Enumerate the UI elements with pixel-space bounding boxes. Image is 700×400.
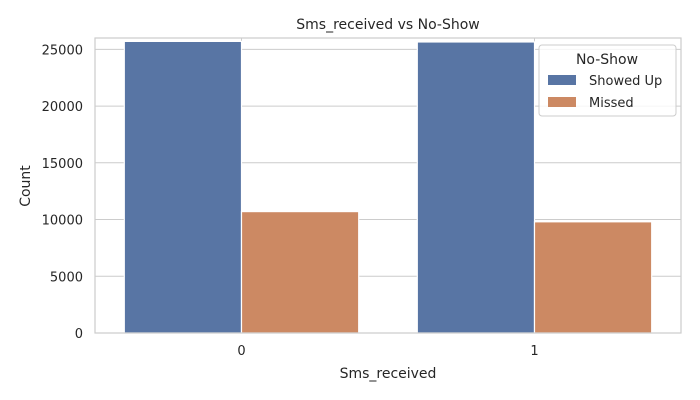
bar-missed-0 bbox=[240, 210, 360, 334]
y-tick-label: 20000 bbox=[42, 100, 83, 115]
bar-showed-up-0 bbox=[123, 40, 243, 334]
y-axis-label: Count bbox=[18, 165, 34, 207]
x-axis-label: Sms_received bbox=[340, 366, 437, 382]
bar-showed-up-1 bbox=[416, 41, 536, 334]
y-tick-label: 15000 bbox=[42, 157, 83, 172]
bar-missed-1 bbox=[533, 221, 653, 334]
chart-title: Sms_received vs No-Show bbox=[296, 17, 479, 33]
legend-swatch-showed-up bbox=[548, 75, 576, 85]
plot-frame bbox=[94, 37, 682, 334]
legend-swatch-missed bbox=[548, 97, 576, 107]
y-tick-label: 25000 bbox=[42, 43, 83, 58]
y-tick-label: 10000 bbox=[42, 214, 83, 229]
legend-label-showed-up: Showed Up bbox=[589, 74, 662, 89]
legend-label-missed: Missed bbox=[589, 96, 634, 111]
x-tick-label: 0 bbox=[237, 344, 245, 359]
ticks-layer: 0 5000 10000 15000 20000 25000 0 1 bbox=[42, 43, 539, 359]
bars-layer bbox=[123, 40, 653, 334]
y-tick-label: 5000 bbox=[50, 270, 83, 285]
x-tick-label: 1 bbox=[530, 344, 538, 359]
legend: No-Show Showed Up Missed bbox=[538, 44, 677, 117]
legend-title: No-Show bbox=[576, 52, 638, 68]
y-tick-label: 0 bbox=[75, 327, 83, 342]
